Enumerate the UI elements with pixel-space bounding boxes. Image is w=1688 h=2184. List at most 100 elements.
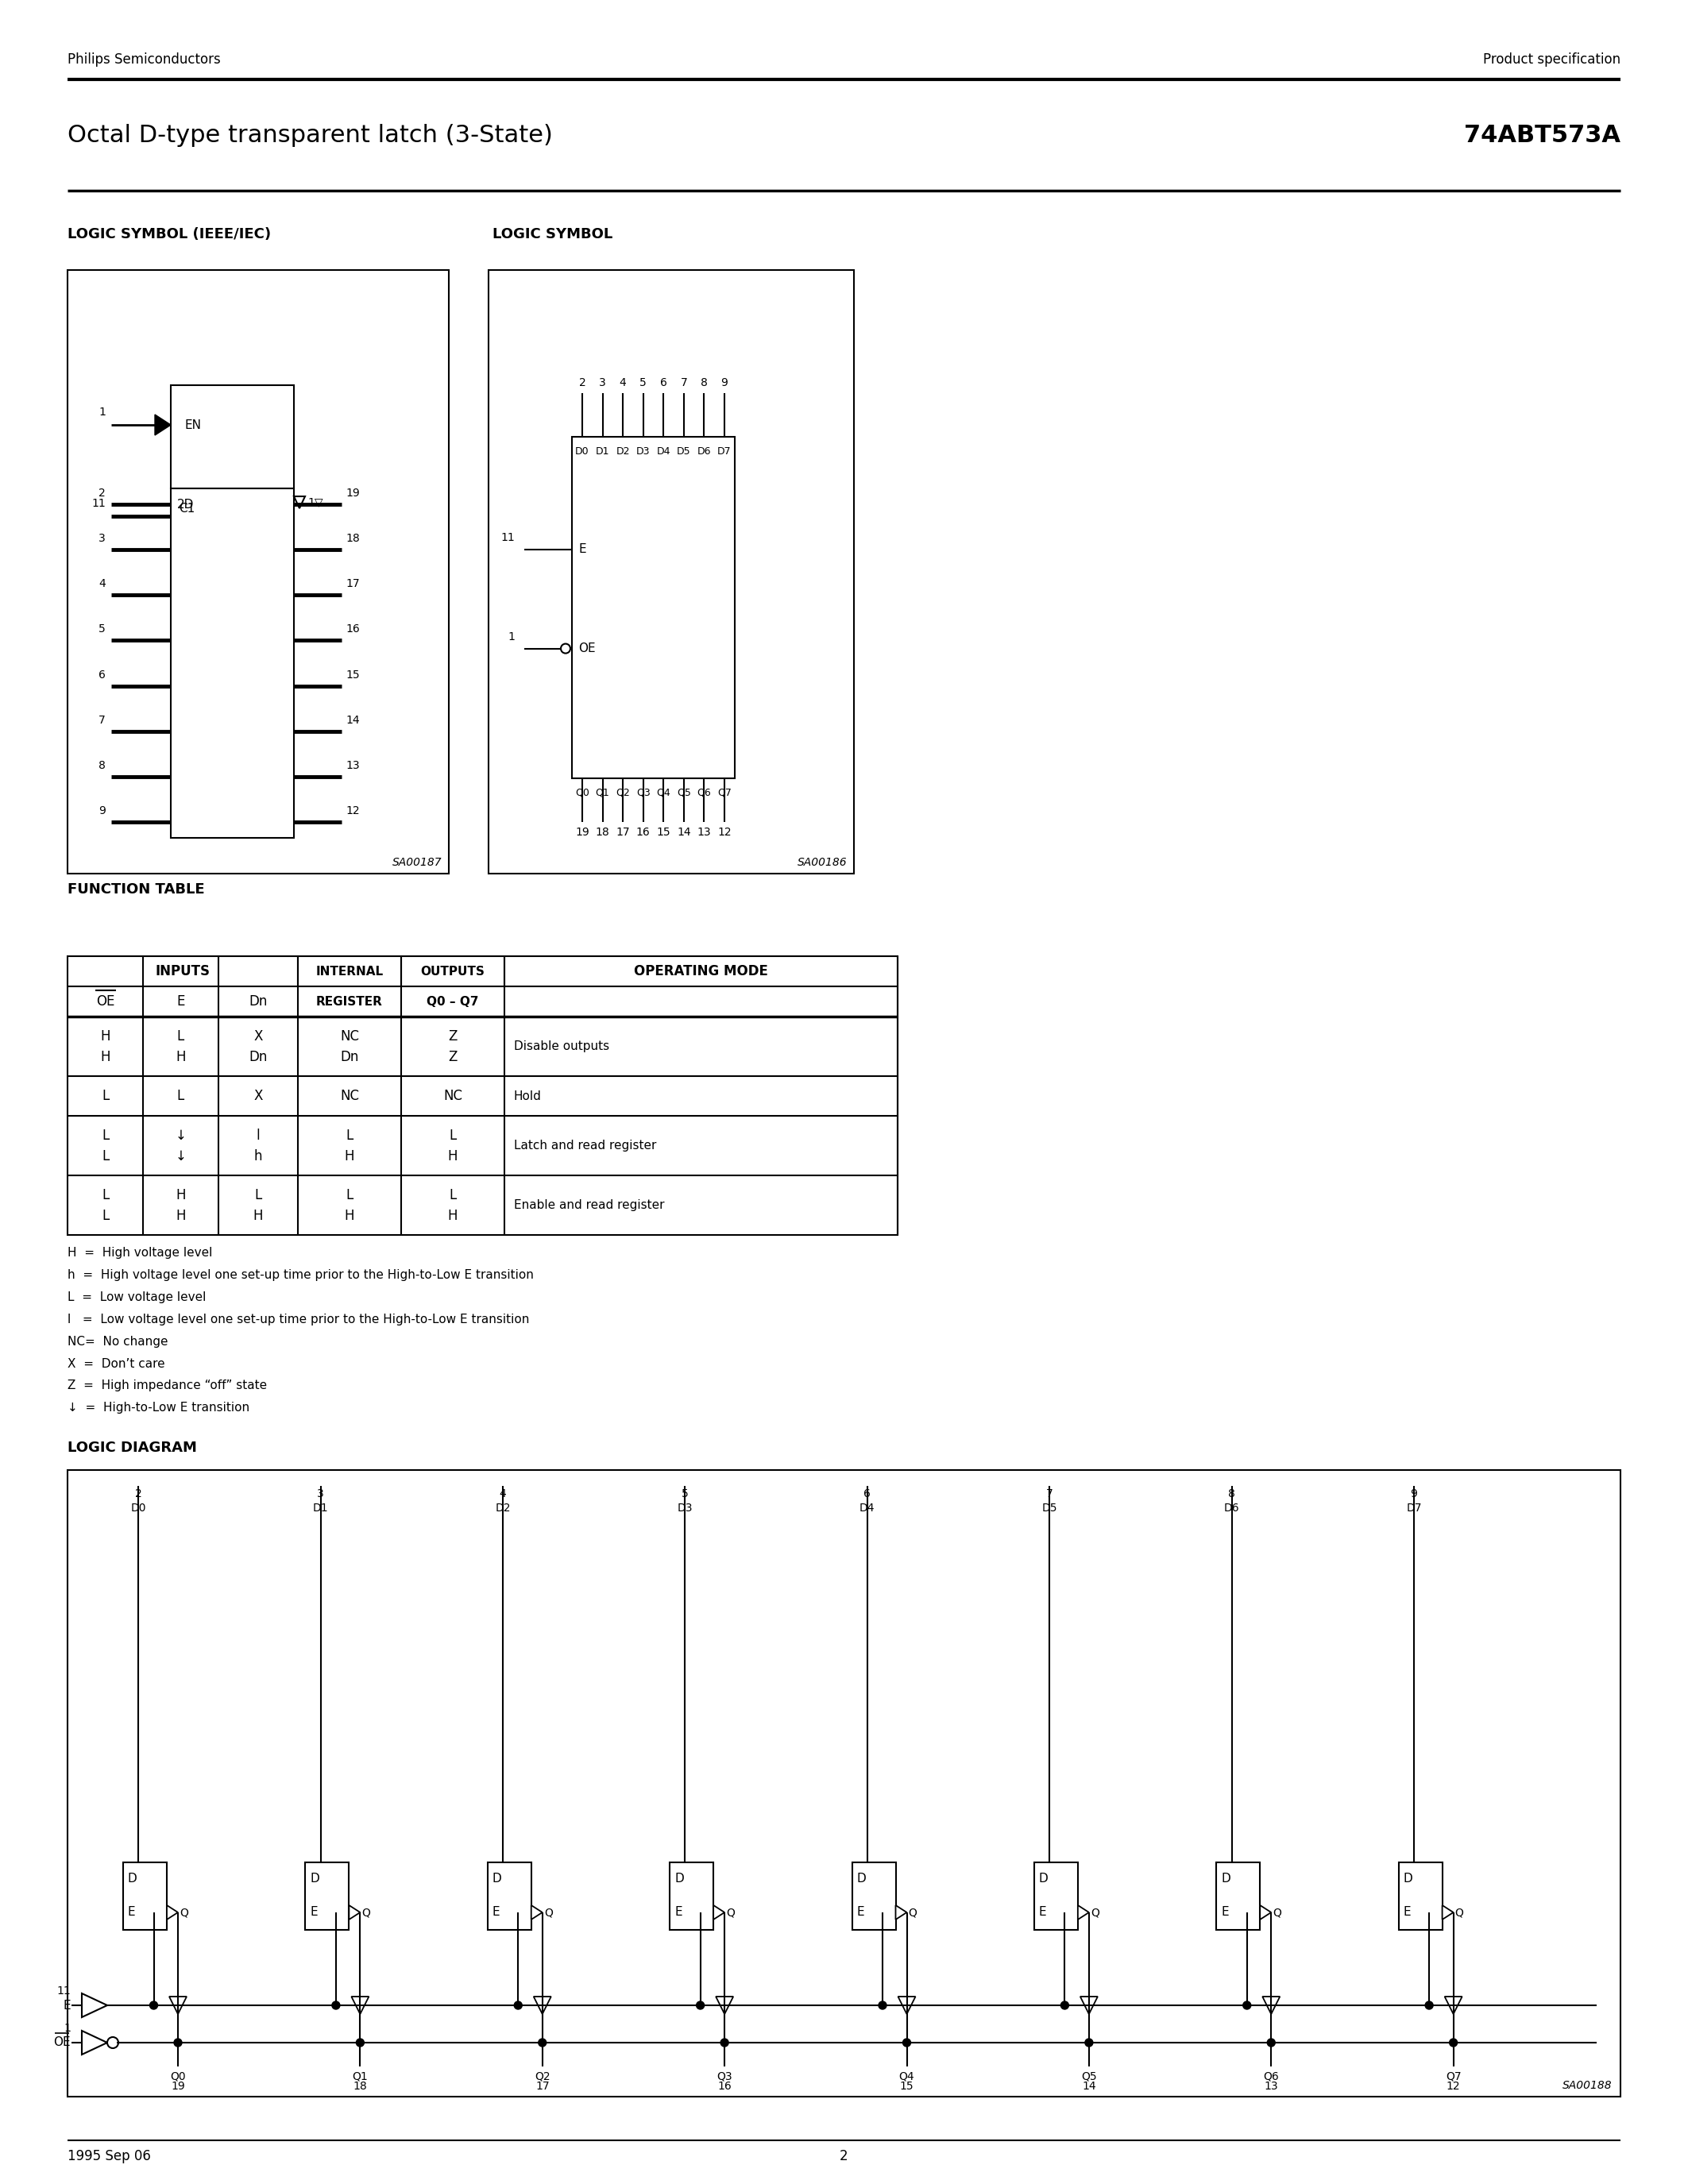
Polygon shape <box>1263 1996 1280 2014</box>
Text: Dn: Dn <box>248 1051 267 1064</box>
Text: 2: 2 <box>98 487 106 498</box>
Text: Enable and read register: Enable and read register <box>513 1199 665 1212</box>
Text: Q: Q <box>726 1907 734 1918</box>
Text: D6: D6 <box>697 446 711 456</box>
Text: D: D <box>493 1872 501 1885</box>
Text: Z  =  High impedance “off” state: Z = High impedance “off” state <box>68 1380 267 1391</box>
Text: NC: NC <box>444 1090 463 1103</box>
Text: E: E <box>675 1907 682 1918</box>
Polygon shape <box>169 1996 187 2014</box>
Text: ↓: ↓ <box>176 1149 186 1164</box>
Text: Dn: Dn <box>248 994 267 1009</box>
Text: H: H <box>176 1188 186 1201</box>
Text: H: H <box>344 1149 354 1164</box>
Text: LOGIC DIAGRAM: LOGIC DIAGRAM <box>68 1441 197 1455</box>
Text: 15: 15 <box>657 828 670 839</box>
Text: Q5: Q5 <box>1082 2070 1097 2081</box>
Text: SA00188: SA00188 <box>1563 2079 1612 2090</box>
Text: L: L <box>101 1208 110 1223</box>
Polygon shape <box>1259 1904 1271 1920</box>
Text: 7: 7 <box>98 714 106 725</box>
Circle shape <box>356 2038 365 2046</box>
Text: 11: 11 <box>91 498 106 509</box>
Text: Q7: Q7 <box>717 788 731 797</box>
Bar <box>488 1863 532 1931</box>
Text: Product specification: Product specification <box>1484 52 1620 68</box>
Polygon shape <box>167 1904 177 1920</box>
Text: OE: OE <box>579 642 596 655</box>
Bar <box>1399 1863 1442 1931</box>
Text: l   =  Low voltage level one set-up time prior to the High-to-Low E transition: l = Low voltage level one set-up time pr… <box>68 1313 530 1326</box>
Bar <box>1035 1863 1079 1931</box>
Text: Q1: Q1 <box>596 788 609 797</box>
Text: 11: 11 <box>57 1985 71 1996</box>
Bar <box>306 1863 349 1931</box>
Text: 18: 18 <box>596 828 609 839</box>
Bar <box>68 1470 1620 2097</box>
Text: D: D <box>128 1872 137 1885</box>
Text: Z: Z <box>449 1051 457 1064</box>
Text: Q0: Q0 <box>576 788 589 797</box>
Text: 3: 3 <box>317 1487 324 1500</box>
Bar <box>68 957 898 1234</box>
Text: X: X <box>253 1090 263 1103</box>
Text: INPUTS: INPUTS <box>155 963 209 978</box>
Circle shape <box>721 2038 729 2046</box>
Text: Q: Q <box>179 1907 187 1918</box>
Text: Q: Q <box>1455 1907 1463 1918</box>
Circle shape <box>515 2001 522 2009</box>
Text: 12: 12 <box>1447 2081 1460 2092</box>
Text: E: E <box>579 544 586 555</box>
Text: ↓  =  High-to-Low E transition: ↓ = High-to-Low E transition <box>68 1402 250 1413</box>
Polygon shape <box>349 1904 360 1920</box>
Text: D3: D3 <box>636 446 650 456</box>
Text: D7: D7 <box>1406 1503 1421 1514</box>
Text: E: E <box>1403 1907 1411 1918</box>
Text: Q: Q <box>908 1907 917 1918</box>
Bar <box>170 489 294 839</box>
Text: Latch and read register: Latch and read register <box>513 1140 657 1151</box>
Text: 19: 19 <box>576 828 589 839</box>
Text: 4: 4 <box>619 378 626 389</box>
Text: Z: Z <box>449 1029 457 1044</box>
Text: Dn: Dn <box>341 1051 360 1064</box>
Text: D0: D0 <box>130 1503 147 1514</box>
Text: 2D: 2D <box>177 498 194 511</box>
Text: E: E <box>1038 1907 1047 1918</box>
Text: E: E <box>311 1907 317 1918</box>
Text: 3: 3 <box>98 533 106 544</box>
Text: 9: 9 <box>1411 1487 1418 1500</box>
Text: E: E <box>1220 1907 1229 1918</box>
Text: LOGIC SYMBOL: LOGIC SYMBOL <box>493 227 613 242</box>
Text: Q0: Q0 <box>170 2070 186 2081</box>
Text: L  =  Low voltage level: L = Low voltage level <box>68 1291 206 1304</box>
Text: 8: 8 <box>1229 1487 1236 1500</box>
Text: 4: 4 <box>500 1487 506 1500</box>
Text: h: h <box>253 1149 262 1164</box>
Text: E: E <box>128 1907 135 1918</box>
Text: D0: D0 <box>576 446 589 456</box>
Text: L: L <box>101 1188 110 1201</box>
Text: Q1: Q1 <box>353 2070 368 2081</box>
Text: ↓: ↓ <box>176 1129 186 1142</box>
Text: 17: 17 <box>616 828 630 839</box>
Text: INTERNAL: INTERNAL <box>316 965 383 976</box>
Text: H: H <box>176 1051 186 1064</box>
Text: L: L <box>346 1129 353 1142</box>
Text: 16: 16 <box>346 625 360 636</box>
Text: 3: 3 <box>599 378 606 389</box>
Text: H  =  High voltage level: H = High voltage level <box>68 1247 213 1258</box>
Circle shape <box>1268 2038 1274 2046</box>
Text: Philips Semiconductors: Philips Semiconductors <box>68 52 221 68</box>
Text: OE: OE <box>54 2038 71 2049</box>
Polygon shape <box>294 496 306 509</box>
Text: Q7: Q7 <box>1445 2070 1462 2081</box>
Text: L: L <box>177 1029 184 1044</box>
Text: 4: 4 <box>98 579 106 590</box>
Text: 12: 12 <box>346 806 360 817</box>
Text: OUTPUTS: OUTPUTS <box>420 965 484 976</box>
Text: X: X <box>253 1029 263 1044</box>
Text: 14: 14 <box>1082 2081 1096 2092</box>
Bar <box>1217 1863 1259 1931</box>
Text: D5: D5 <box>677 446 690 456</box>
